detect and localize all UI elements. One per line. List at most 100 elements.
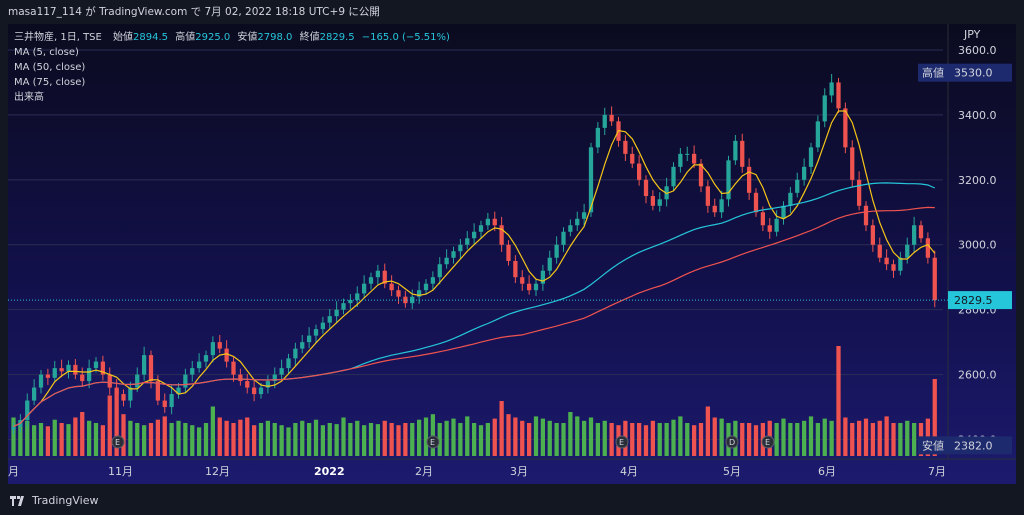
x-tick-label: 2月 bbox=[415, 465, 433, 478]
candle-body bbox=[423, 283, 429, 291]
legend-close-label: 終値 bbox=[299, 32, 320, 43]
volume-bar bbox=[595, 423, 601, 456]
legend-volume[interactable]: 出来高 bbox=[14, 92, 44, 103]
candle-body bbox=[863, 205, 869, 226]
y-tick-label: 3000.0 bbox=[958, 239, 997, 252]
event-icon[interactable]: E bbox=[426, 435, 440, 449]
marker-label: 安値 bbox=[922, 438, 944, 452]
volume-bar bbox=[162, 416, 167, 456]
candle-body bbox=[506, 244, 511, 261]
marker-label-bg bbox=[918, 63, 948, 82]
volume-bar bbox=[850, 423, 855, 456]
candle-body bbox=[231, 361, 236, 375]
volume-bar bbox=[795, 423, 800, 456]
volume-bar bbox=[506, 414, 511, 456]
volume-bar bbox=[341, 417, 346, 456]
candle-body bbox=[746, 166, 752, 193]
event-icon-bg bbox=[615, 435, 629, 449]
candle-body bbox=[815, 121, 821, 148]
candle-body bbox=[767, 225, 772, 232]
price-chart[interactable]: 3600.03400.03200.03000.02800.02600.02400… bbox=[8, 24, 1016, 484]
legend-close-value: 2829.5 bbox=[319, 32, 355, 43]
candle-body bbox=[905, 244, 910, 258]
candle-body bbox=[801, 166, 807, 180]
volume-bar bbox=[664, 423, 669, 456]
volume-bar bbox=[753, 425, 759, 456]
price-marker: 2829.5 bbox=[948, 291, 1012, 310]
legend-low-value: 2798.0 bbox=[257, 32, 293, 43]
candle-body bbox=[272, 374, 277, 382]
tradingview-logo-icon bbox=[10, 495, 24, 506]
candle-body bbox=[45, 374, 51, 378]
y-tick-label: 3400.0 bbox=[958, 109, 997, 122]
event-icon[interactable]: E bbox=[615, 435, 629, 449]
volume-bar bbox=[265, 420, 271, 456]
candle-body bbox=[306, 335, 312, 343]
y-tick-label: 3600.0 bbox=[958, 44, 997, 57]
volume-bar bbox=[279, 425, 284, 456]
legend-ma5[interactable]: MA (5, close) bbox=[14, 47, 79, 58]
event-icon-bg bbox=[111, 435, 125, 449]
candle-body bbox=[375, 270, 381, 278]
candle-body bbox=[657, 199, 662, 206]
volume-bar bbox=[891, 423, 896, 456]
candle-body bbox=[492, 218, 497, 226]
volume-bar bbox=[492, 418, 497, 456]
candle-body bbox=[685, 153, 690, 155]
candle-body bbox=[733, 140, 738, 161]
candle-body bbox=[891, 264, 896, 271]
event-icon-bg bbox=[761, 435, 775, 449]
volume-bar bbox=[245, 417, 250, 456]
volume-bar bbox=[66, 424, 71, 456]
volume-bar bbox=[59, 423, 64, 456]
candle-body bbox=[705, 186, 711, 206]
candle-body bbox=[499, 225, 504, 245]
candle-body bbox=[238, 374, 243, 382]
tradingview-brand[interactable]: TradingView bbox=[10, 494, 98, 507]
legend-ma75[interactable]: MA (75, close) bbox=[14, 77, 86, 88]
legend-ma50[interactable]: MA (50, close) bbox=[14, 62, 86, 73]
volume-bar bbox=[141, 425, 147, 456]
volume-bar bbox=[148, 423, 154, 456]
price-marker: 安値 2382.0 bbox=[918, 436, 1012, 455]
candle-body bbox=[66, 364, 71, 372]
chart-area[interactable]: 3600.03400.03200.03000.02800.02600.02400… bbox=[8, 24, 1016, 484]
candle-body bbox=[451, 251, 456, 258]
volume-bar bbox=[485, 423, 491, 456]
legend-open-value: 2894.5 bbox=[133, 32, 169, 43]
candle-body bbox=[808, 147, 814, 167]
candle-body bbox=[781, 205, 786, 219]
marker-label: 高値 bbox=[922, 66, 944, 80]
candle-body bbox=[520, 277, 525, 284]
volume-bar bbox=[80, 412, 85, 456]
volume-bar bbox=[554, 423, 559, 456]
grid-lines bbox=[8, 49, 943, 441]
candle-body bbox=[258, 387, 264, 395]
x-tick-label: 6月 bbox=[818, 465, 836, 478]
volume-bar bbox=[114, 390, 119, 456]
candle-body bbox=[760, 212, 766, 226]
candle-body bbox=[691, 153, 697, 164]
legend-ohlc-row: 三井物産, 1日, TSE 始値2894.5 高値2925.0 安値2798.0… bbox=[14, 30, 450, 45]
candle-body bbox=[740, 140, 745, 167]
marker-value-bg bbox=[948, 436, 1012, 455]
candle-body bbox=[547, 257, 552, 271]
event-icon[interactable]: E bbox=[111, 435, 125, 449]
volume-bar bbox=[361, 425, 367, 456]
volume-bar bbox=[788, 423, 793, 456]
volume-bar bbox=[685, 423, 690, 456]
event-icon[interactable]: E bbox=[761, 435, 775, 449]
volume-bar bbox=[73, 417, 78, 456]
candle-body bbox=[437, 264, 442, 278]
event-icon[interactable]: D bbox=[725, 435, 739, 449]
legend-symbol: 三井物産, 1日, TSE bbox=[14, 32, 102, 43]
candle-body bbox=[575, 218, 580, 226]
volume-bar bbox=[190, 425, 195, 456]
candle-body bbox=[368, 277, 374, 284]
volume-bar bbox=[224, 420, 229, 456]
marker-value: 2382.0 bbox=[954, 439, 993, 452]
volume-bar bbox=[300, 420, 305, 456]
candle-body bbox=[829, 82, 834, 96]
volume-bar bbox=[38, 423, 44, 456]
volume-bar bbox=[746, 423, 752, 456]
